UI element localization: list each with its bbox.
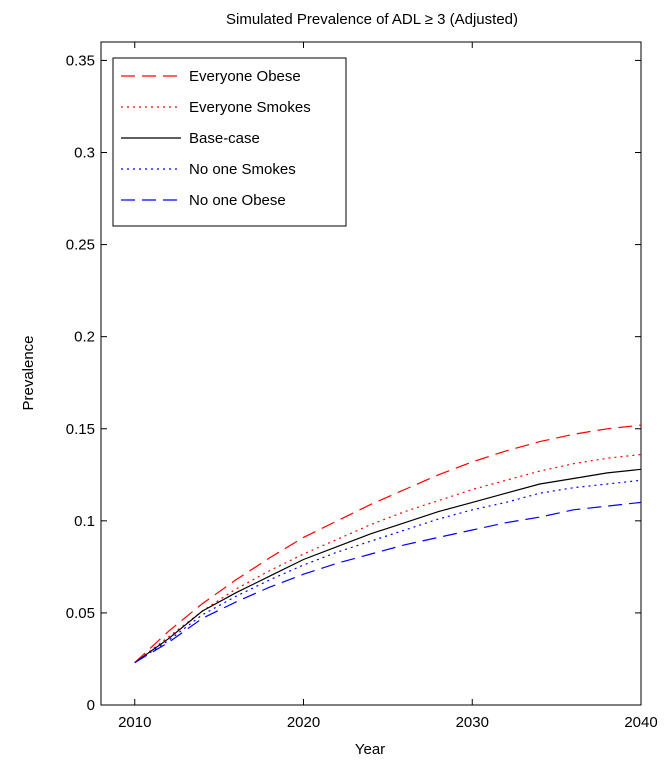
series-line-everyone-smokes — [134, 453, 642, 664]
y-tick-label: 0 — [87, 697, 95, 714]
series-layer — [134, 424, 642, 664]
legend-label-no-one-obese: No one Obese — [189, 192, 286, 209]
x-axis-label: Year — [355, 741, 385, 758]
x-tick-label: 2020 — [287, 714, 320, 731]
series-line-no-one-obese — [134, 501, 642, 664]
legend-label-everyone-smokes: Everyone Smokes — [189, 99, 311, 116]
legend: Everyone Obese Everyone Smokes Base-case No… — [112, 57, 347, 227]
y-axis-label: Prevalence — [20, 335, 37, 410]
series-line-base-case — [134, 468, 642, 664]
legend-label-base-case: Base-case — [189, 130, 260, 147]
y-tick-label: 0.05 — [66, 605, 95, 622]
chart-title: Simulated Prevalence of ADL ≥ 3 (Adjuste… — [226, 11, 518, 28]
x-tick-label: 2030 — [456, 714, 489, 731]
legend-label-no-one-smokes: No one Smokes — [189, 161, 296, 178]
x-tick-label: 2040 — [624, 714, 657, 731]
series-line-everyone-obese — [134, 424, 642, 664]
y-tick-label: 0.15 — [66, 421, 95, 438]
legend-box — [112, 57, 347, 227]
y-tick-label: 0.25 — [66, 237, 95, 254]
tick-layer: 2010 2020 2030 2040 0 0.05 0.1 0.15 0.2 0.25 0.3 0.… — [66, 42, 658, 731]
x-tick-label: 2010 — [118, 714, 151, 731]
y-tick-label: 0.35 — [66, 52, 95, 69]
y-tick-label: 0.1 — [74, 513, 95, 530]
y-tick-label: 0.3 — [74, 145, 95, 162]
legend-label-everyone-obese: Everyone Obese — [189, 68, 301, 85]
y-tick-label: 0.2 — [74, 329, 95, 346]
